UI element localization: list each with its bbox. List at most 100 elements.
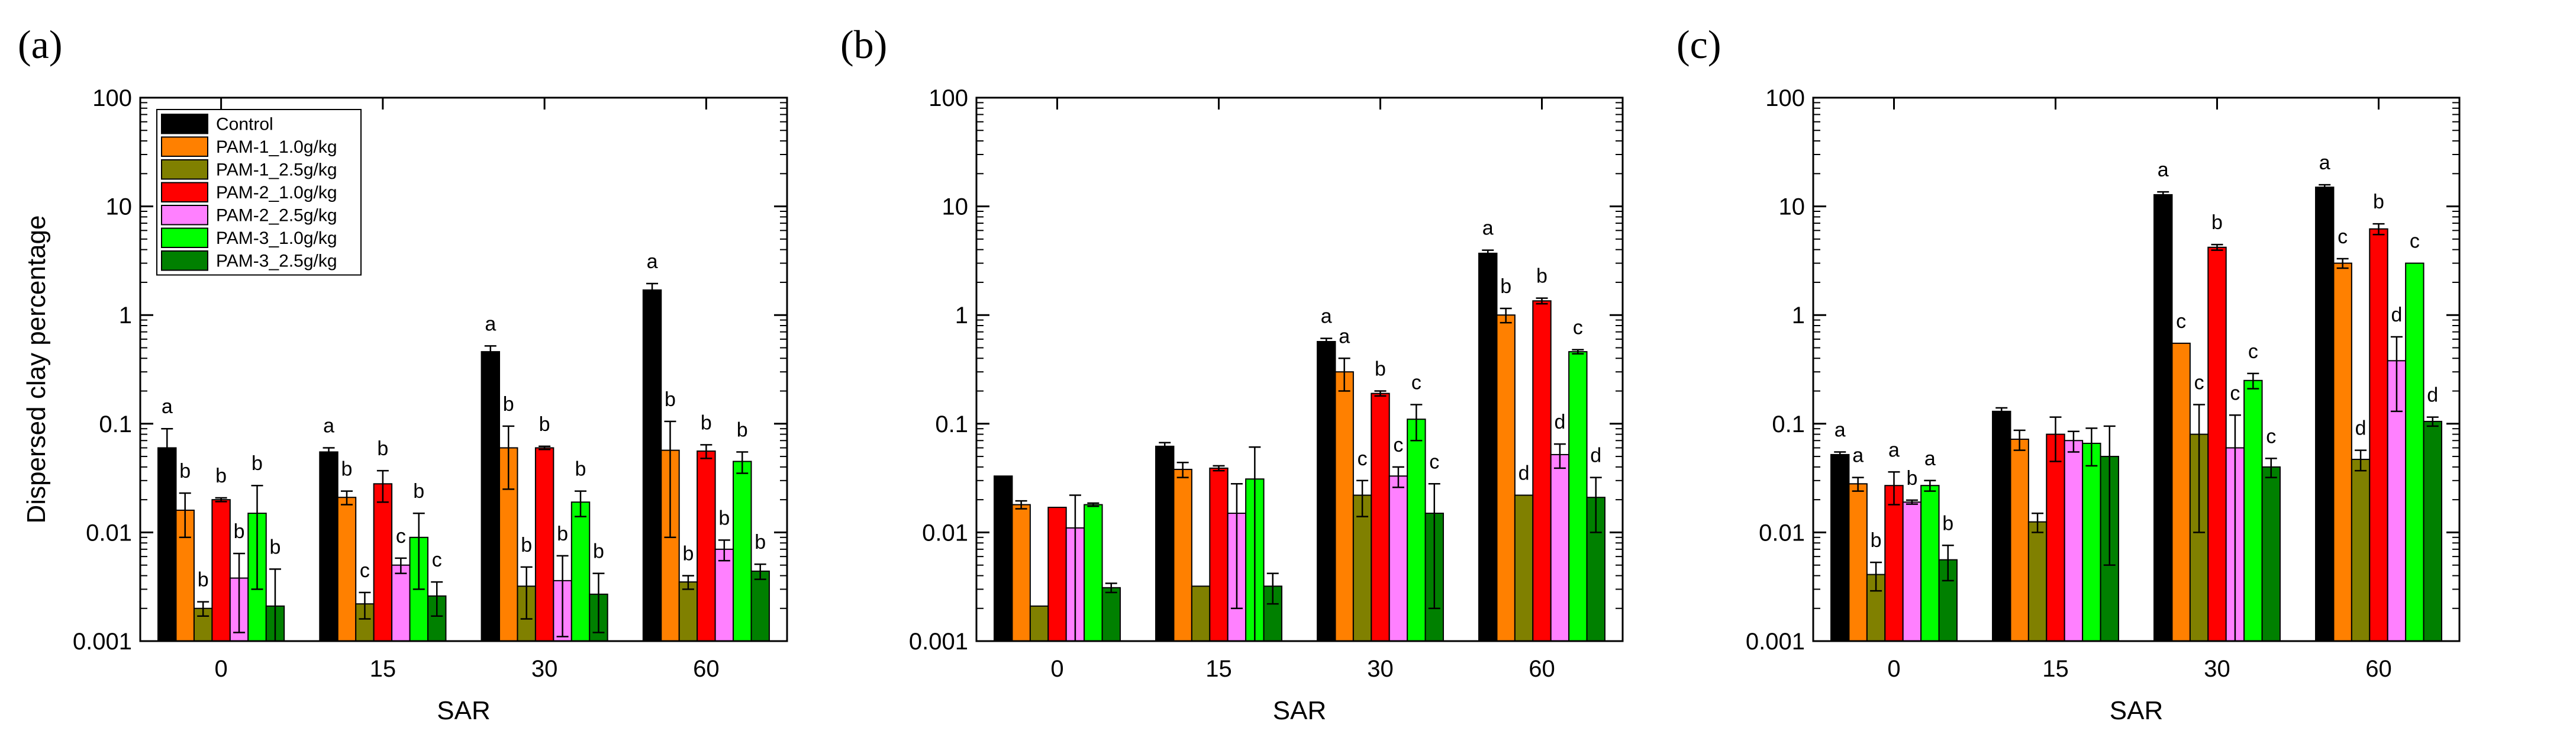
- significance-letter: b: [701, 411, 712, 434]
- significance-letter: a: [162, 395, 173, 418]
- significance-letter: c: [2194, 371, 2204, 394]
- significance-letter: a: [323, 415, 334, 437]
- x-axis-title: SAR: [437, 696, 490, 725]
- bar: [373, 483, 393, 642]
- bar: [1496, 314, 1516, 642]
- bar: [678, 581, 698, 642]
- y-tick-label: 1: [955, 302, 968, 329]
- bar: [994, 475, 1013, 642]
- bar: [1550, 453, 1570, 642]
- legend-entry: PAM-2_1.0g/kg: [216, 183, 337, 202]
- x-axis-title: SAR: [2110, 696, 2163, 725]
- significance-letter: b: [539, 413, 550, 436]
- significance-letter: c: [396, 525, 406, 548]
- x-tick-label: 60: [1529, 656, 1555, 682]
- significance-letter: a: [2319, 152, 2330, 174]
- y-tick-label: 0.001: [909, 629, 968, 655]
- bar: [642, 289, 662, 642]
- legend-entry: Control: [216, 115, 273, 134]
- panel-label: (b): [840, 22, 887, 67]
- significance-letter: b: [557, 523, 568, 545]
- y-tick-label: 100: [1765, 85, 1805, 111]
- bar: [1902, 501, 1922, 642]
- bar: [1920, 485, 1940, 642]
- significance-letter: a: [1321, 305, 1332, 328]
- bar: [1317, 341, 1336, 642]
- significance-letter: b: [215, 465, 227, 487]
- bar: [2405, 262, 2425, 642]
- significance-letter: b: [575, 458, 586, 481]
- panel-label: (c): [1677, 22, 1721, 67]
- significance-letter: b: [503, 393, 514, 416]
- significance-letter: c: [1573, 317, 1583, 339]
- panel-label: (a): [18, 22, 62, 67]
- y-tick-label: 100: [92, 85, 132, 111]
- bar: [750, 570, 770, 642]
- significance-letter: c: [2248, 340, 2258, 363]
- legend-entry: PAM-3_1.0g/kg: [216, 228, 337, 248]
- x-tick-label: 30: [1367, 656, 1394, 682]
- bar: [319, 451, 338, 642]
- plot-frame: [1812, 96, 2461, 642]
- bar: [1173, 468, 1192, 642]
- significance-letter: b: [2211, 211, 2223, 234]
- significance-letter: b: [718, 507, 730, 529]
- legend-swatch: [161, 136, 208, 157]
- significance-letter: c: [360, 559, 370, 582]
- legend-swatch: [161, 227, 208, 248]
- bar: [570, 501, 591, 642]
- bar: [391, 564, 411, 642]
- bar: [1047, 507, 1067, 642]
- legend: Control PAM-1_1.0g/kg PAM-1_2.5g/kg PAM-2_1…: [156, 109, 362, 276]
- bar: [1191, 585, 1211, 642]
- x-tick-label: 30: [2204, 656, 2230, 682]
- bar: [1478, 252, 1498, 642]
- significance-letter: a: [485, 313, 496, 335]
- significance-letter: a: [2158, 159, 2169, 181]
- bar: [337, 497, 357, 642]
- bar: [1407, 419, 1426, 642]
- y-tick-label: 1: [119, 302, 132, 329]
- bar: [1568, 351, 1588, 642]
- x-tick-label: 0: [215, 656, 228, 682]
- legend-entry: PAM-3_2.5g/kg: [216, 252, 337, 271]
- significance-letter: d: [1554, 411, 1565, 433]
- y-tick-label: 0.01: [922, 520, 968, 546]
- significance-letter: d: [2355, 417, 2367, 440]
- legend-swatch: [161, 182, 208, 202]
- significance-letter: c: [1429, 450, 1439, 473]
- bar: [2333, 262, 2352, 642]
- y-tick-label: 0.01: [1759, 520, 1805, 546]
- bar: [1388, 475, 1408, 642]
- y-tick-label: 0.1: [935, 411, 968, 437]
- significance-letter: c: [1358, 448, 1368, 470]
- bar: [2010, 438, 2029, 642]
- bar: [1029, 605, 1049, 642]
- significance-letter: b: [1871, 529, 1882, 552]
- significance-letter: b: [270, 536, 281, 558]
- significance-letter: a: [1339, 325, 1350, 347]
- bar: [1209, 467, 1229, 642]
- legend-entry: PAM-2_2.5g/kg: [216, 206, 337, 226]
- x-tick-label: 60: [2365, 656, 2392, 682]
- y-tick-label: 10: [942, 194, 969, 220]
- chart-panel-a: (a)0.0010.010.11101000abbbbbb15abcbcbc30…: [18, 22, 788, 725]
- bar: [2315, 186, 2335, 642]
- y-tick-label: 0.01: [86, 520, 132, 546]
- bar: [2027, 521, 2048, 642]
- significance-letter: c: [2176, 310, 2186, 333]
- significance-letter: d: [2391, 304, 2402, 326]
- significance-letter: d: [2427, 384, 2438, 407]
- significance-letter: b: [377, 437, 388, 460]
- bar: [2207, 246, 2227, 642]
- significance-letter: b: [682, 542, 694, 565]
- significance-letter: d: [1518, 462, 1530, 485]
- significance-letter: c: [2266, 425, 2276, 448]
- bar: [714, 548, 734, 642]
- significance-letter: c: [2338, 226, 2348, 248]
- bar: [1532, 300, 1552, 642]
- significance-letter: b: [1536, 265, 1547, 288]
- bar: [1011, 504, 1031, 642]
- x-tick-label: 15: [1205, 656, 1232, 682]
